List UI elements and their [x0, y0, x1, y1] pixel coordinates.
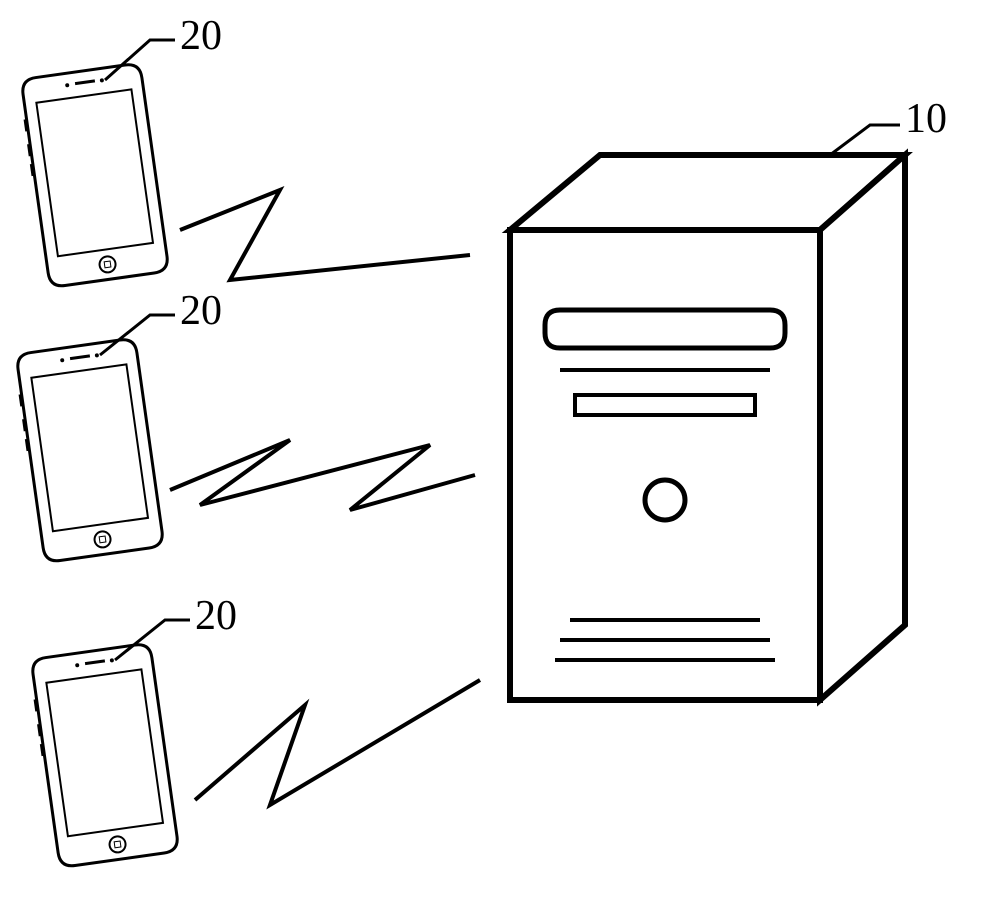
phone2-label: 20 — [180, 287, 222, 335]
edge-phone3-server — [195, 680, 480, 805]
edge-phone2-server — [170, 440, 475, 510]
server-label: 10 — [905, 95, 947, 143]
edge-phone1-server — [180, 190, 470, 280]
phone3-label: 20 — [195, 592, 237, 640]
phone-node-2 — [13, 338, 164, 563]
diagram-canvas — [0, 0, 1000, 906]
phone-node-1 — [18, 63, 169, 288]
server-node — [510, 155, 905, 700]
phone1-label: 20 — [180, 12, 222, 60]
wireless-edges — [170, 190, 480, 805]
phone-node-3 — [28, 643, 179, 868]
